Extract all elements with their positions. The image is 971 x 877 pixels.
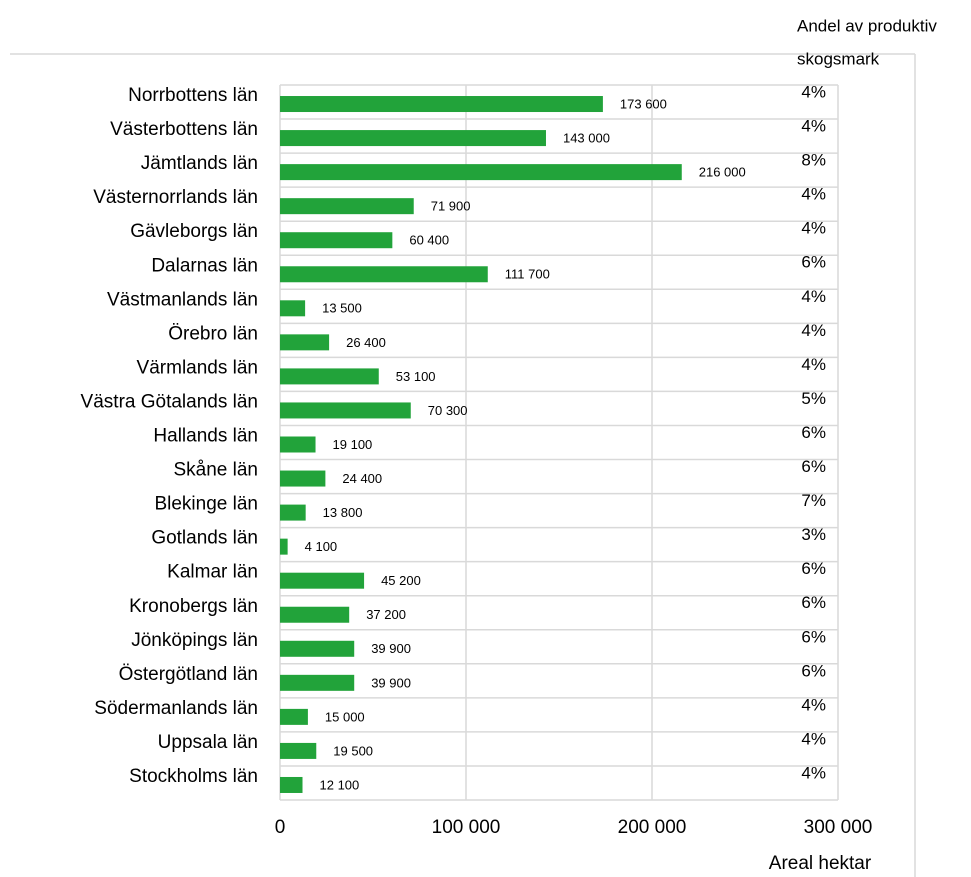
y-tick-label: Hallands län: [153, 426, 258, 447]
bar: [280, 198, 414, 215]
data-label: 39 900: [371, 675, 411, 690]
data-label: 39 900: [371, 641, 411, 656]
y-tick-label: Södermanlands län: [94, 698, 258, 719]
x-tick-label: 0: [275, 817, 286, 838]
bar: [280, 436, 316, 453]
data-label: 24 400: [342, 471, 382, 486]
share-label: 4%: [801, 321, 826, 340]
share-label: 4%: [801, 185, 826, 204]
y-tick-label: Gävleborgs län: [130, 221, 258, 242]
share-label: 3%: [801, 525, 826, 544]
data-label: 15 000: [325, 709, 365, 724]
data-label: 111 700: [505, 267, 550, 282]
bar: [280, 674, 355, 691]
data-label: 45 200: [381, 573, 421, 588]
x-axis-label: Areal hektar: [769, 853, 872, 874]
y-tick-label: Norrbottens län: [128, 85, 258, 106]
y-tick-label: Skåne län: [173, 460, 258, 481]
bar: [280, 266, 488, 283]
share-label: 6%: [801, 593, 826, 612]
share-label: 8%: [801, 151, 826, 170]
data-label: 143 000: [563, 131, 610, 146]
share-label: 6%: [801, 661, 826, 680]
share-header: Andel av produktiv: [797, 16, 937, 35]
data-label: 71 900: [431, 199, 471, 214]
share-label: 6%: [801, 559, 826, 578]
bar: [280, 300, 306, 317]
bar: [280, 130, 546, 147]
y-tick-label: Jönköpings län: [131, 630, 258, 651]
share-label: 4%: [801, 763, 826, 782]
bar: [280, 742, 317, 759]
bar: [280, 504, 306, 521]
data-label: 13 500: [322, 301, 362, 316]
share-header: skogsmark: [797, 49, 880, 68]
share-label: 6%: [801, 457, 826, 476]
share-label: 5%: [801, 389, 826, 408]
data-label: 26 400: [346, 335, 386, 350]
x-tick-label: 100 000: [432, 817, 501, 838]
data-label: 53 100: [396, 369, 436, 384]
y-tick-label: Östergötland län: [119, 664, 258, 685]
y-tick-label: Uppsala län: [158, 732, 258, 753]
y-tick-label: Västmanlands län: [107, 289, 258, 310]
share-label: 6%: [801, 627, 826, 646]
x-tick-label: 200 000: [618, 817, 687, 838]
bar: [280, 402, 411, 419]
y-tick-label: Örebro län: [168, 323, 258, 344]
bar: [280, 538, 288, 555]
bar: [280, 232, 393, 249]
bar: [280, 640, 355, 657]
y-tick-label: Kalmar län: [167, 562, 258, 583]
share-label: 6%: [801, 423, 826, 442]
data-label: 4 100: [305, 539, 338, 554]
y-tick-label: Gotlands län: [151, 528, 258, 549]
share-label: 4%: [801, 355, 826, 374]
y-tick-label: Västra Götalands län: [81, 391, 258, 412]
share-label: 4%: [801, 287, 826, 306]
data-label: 70 300: [428, 403, 468, 418]
data-label: 173 600: [620, 96, 667, 111]
y-tick-label: Blekinge län: [154, 494, 258, 515]
bar: [280, 606, 350, 623]
share-label: 7%: [801, 491, 826, 510]
share-label: 4%: [801, 729, 826, 748]
bar: [280, 470, 326, 487]
bar: [280, 96, 603, 113]
data-label: 13 800: [323, 505, 363, 520]
y-tick-label: Stockholms län: [129, 766, 258, 787]
share-label: 6%: [801, 253, 826, 272]
data-label: 37 200: [366, 607, 406, 622]
bar: [280, 334, 330, 351]
bar: [280, 368, 379, 385]
bar: [280, 164, 682, 181]
data-label: 19 500: [333, 743, 373, 758]
share-label: 4%: [801, 83, 826, 102]
y-tick-label: Värmlands län: [137, 357, 258, 378]
data-label: 19 100: [333, 437, 373, 452]
share-label: 4%: [801, 219, 826, 238]
y-tick-label: Västerbottens län: [110, 119, 258, 140]
data-label: 60 400: [409, 233, 449, 248]
bar: [280, 572, 365, 589]
bar: [280, 708, 308, 725]
share-label: 4%: [801, 695, 826, 714]
data-label: 216 000: [699, 165, 746, 180]
bar: [280, 776, 303, 793]
data-label: 12 100: [320, 777, 360, 792]
y-tick-label: Dalarnas län: [151, 255, 258, 276]
y-tick-label: Västernorrlands län: [93, 187, 258, 208]
y-tick-label: Kronobergs län: [129, 596, 258, 617]
share-label: 4%: [801, 117, 826, 136]
y-tick-label: Jämtlands län: [141, 153, 258, 174]
x-tick-label: 300 000: [804, 817, 873, 838]
